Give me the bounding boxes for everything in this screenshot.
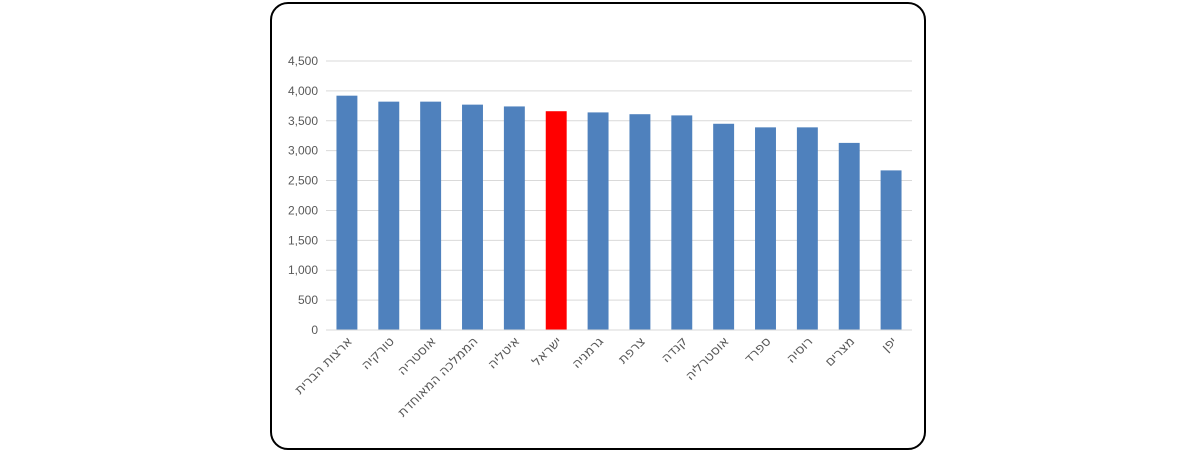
x-category-label: יפן <box>879 334 900 355</box>
x-category-label: גרמניה <box>569 334 607 372</box>
y-tick-label: 4,000 <box>288 84 318 98</box>
bars <box>336 95 902 331</box>
y-tick-label: 1,500 <box>288 233 318 247</box>
bar-7 <box>587 112 609 330</box>
x-category-label: ספרד <box>742 334 775 367</box>
bar-5 <box>503 106 525 330</box>
x-category-label: איטליה <box>485 334 523 372</box>
y-axis-tick-labels: 0 500 1,000 1,500 2,000 2,500 3,000 3,500 4,000 4… <box>288 54 318 337</box>
gridlines <box>326 60 912 301</box>
x-category-label: הממלכה המאוחדת <box>395 334 481 420</box>
x-category-label: קנדה <box>659 334 691 366</box>
bar-3 <box>420 101 442 330</box>
bar-13 <box>838 142 860 330</box>
y-tick-label: 3,500 <box>288 114 318 128</box>
bar-14 <box>880 170 902 330</box>
x-category-label: מצרים <box>822 334 858 370</box>
y-tick-label: 1,000 <box>288 263 318 277</box>
bar-1 <box>336 95 358 330</box>
bar-2 <box>378 101 400 330</box>
x-category-label: צרפת <box>616 334 649 367</box>
x-category-label: ארצות הברית <box>292 334 355 397</box>
bar-11 <box>755 127 776 330</box>
bar-12 <box>796 127 818 330</box>
y-tick-label: 2,000 <box>288 203 318 217</box>
x-category-label: רוסיה <box>784 334 816 366</box>
bar-9 <box>671 115 693 330</box>
x-category-label: טורקיה <box>359 334 398 373</box>
x-category-label: ישראל <box>529 334 565 370</box>
bar-4 <box>462 104 483 330</box>
bar-10 <box>713 123 735 331</box>
y-tick-label: 0 <box>311 323 318 337</box>
y-tick-label: 3,000 <box>288 144 318 158</box>
y-tick-label: 500 <box>298 293 318 307</box>
y-tick-label: 4,500 <box>288 54 318 68</box>
bar-8 <box>629 114 651 330</box>
bar-6 <box>545 111 567 330</box>
x-category-label: אוסטרליה <box>683 334 733 384</box>
y-tick-label: 2,500 <box>288 174 318 188</box>
